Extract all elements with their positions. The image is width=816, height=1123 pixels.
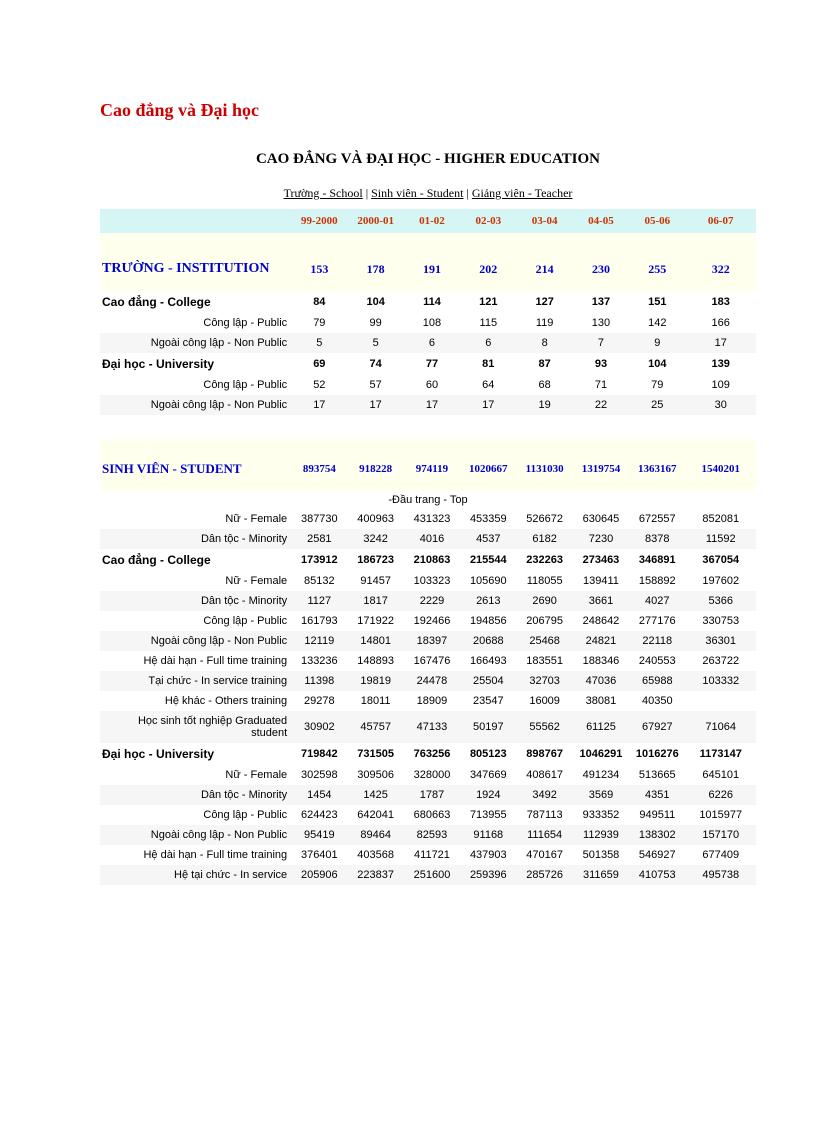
row-label: Công lập - Public bbox=[100, 375, 291, 395]
nav-links: Trường - School | Sinh viên - Student | … bbox=[100, 186, 756, 201]
main-heading: CAO ĐẲNG VÀ ĐẠI HỌC - HIGHER EDUCATION bbox=[100, 151, 756, 168]
link-school[interactable]: Trường - School bbox=[284, 186, 363, 200]
link-teacher[interactable]: Giảng viên - Teacher bbox=[472, 186, 573, 200]
table-row: Ngoài công lập - Non Public 954198946482… bbox=[100, 825, 756, 845]
table-row: Nữ - Female 3025983095063280003476694086… bbox=[100, 765, 756, 785]
total-cell: 191 bbox=[404, 233, 460, 291]
table-row: Hệ khác - Others training 29278180111890… bbox=[100, 691, 756, 711]
row-label: Công lập - Public bbox=[100, 805, 291, 825]
section-label: TRƯỜNG - INSTITUTION bbox=[100, 233, 291, 291]
row-college: Cao đẳng - College 173912186723210863215… bbox=[100, 549, 756, 571]
total-cell: 1131030 bbox=[516, 439, 572, 491]
table-row: Công lập - Public 1617931719221924661948… bbox=[100, 611, 756, 631]
section-label: SINH VIÊN - STUDENT bbox=[100, 439, 291, 491]
year-cell: 04-05 bbox=[573, 209, 629, 233]
row-label: Dân tộc - Minority bbox=[100, 785, 291, 805]
row-label: Ngoài công lập - Non Public bbox=[100, 395, 291, 415]
total-cell: 322 bbox=[685, 233, 756, 291]
link-student[interactable]: Sinh viên - Student bbox=[371, 186, 463, 200]
row-college: Cao đẳng - College 841041141211271371511… bbox=[100, 291, 756, 313]
row-label: Ngoài công lập - Non Public bbox=[100, 825, 291, 845]
year-cell: 05-06 bbox=[629, 209, 685, 233]
row-university: Đại học - University 697477818793104139 bbox=[100, 353, 756, 375]
row-label: Đại học - University bbox=[100, 353, 291, 375]
total-cell: 1319754 bbox=[573, 439, 629, 491]
total-cell: 202 bbox=[460, 233, 516, 291]
total-cell: 1020667 bbox=[460, 439, 516, 491]
row-label: Hệ dài hạn - Full time training bbox=[100, 845, 291, 865]
table-row: Nữ - Female 3877304009634313234533595266… bbox=[100, 509, 756, 529]
total-cell: 255 bbox=[629, 233, 685, 291]
row-label: Nữ - Female bbox=[100, 509, 291, 529]
table-row: Dân tộc - Minority 145414251787192434923… bbox=[100, 785, 756, 805]
year-cell: 2000-01 bbox=[347, 209, 403, 233]
row-label: Hệ khác - Others training bbox=[100, 691, 291, 711]
section-institution: TRƯỜNG - INSTITUTION 153 178 191 202 214… bbox=[100, 233, 756, 291]
table-row: Dân tộc - Minority 258132424016453761827… bbox=[100, 529, 756, 549]
row-label: Nữ - Female bbox=[100, 765, 291, 785]
row-label: Dân tộc - Minority bbox=[100, 529, 291, 549]
total-cell: 230 bbox=[573, 233, 629, 291]
table-row: Ngoài công lập - Non Public 171717171922… bbox=[100, 395, 756, 415]
year-cell: 03-04 bbox=[516, 209, 572, 233]
page-title: Cao đẳng và Đại học bbox=[100, 100, 756, 121]
total-cell: 214 bbox=[516, 233, 572, 291]
table-row: Hệ tại chức - In service 205906223837251… bbox=[100, 865, 756, 885]
total-cell: 918228 bbox=[347, 439, 403, 491]
year-cell: 01-02 bbox=[404, 209, 460, 233]
row-label: Dân tộc - Minority bbox=[100, 591, 291, 611]
row-label: Công lập - Public bbox=[100, 611, 291, 631]
row-label: Cao đẳng - College bbox=[100, 549, 291, 571]
row-label: Cao đẳng - College bbox=[100, 291, 291, 313]
row-label: Nữ - Female bbox=[100, 571, 291, 591]
year-header-row: 99-2000 2000-01 01-02 02-03 03-04 04-05 … bbox=[100, 209, 756, 233]
table-row: Công lập - Public 6244236420416806637139… bbox=[100, 805, 756, 825]
row-label: Hệ tại chức - In service bbox=[100, 865, 291, 885]
section-student: SINH VIÊN - STUDENT 893754 918228 974119… bbox=[100, 439, 756, 491]
table-row: Học sinh tốt nghiệp Graduated student 30… bbox=[100, 711, 756, 743]
row-label: Tại chức - In service training bbox=[100, 671, 291, 691]
total-cell: 893754 bbox=[291, 439, 347, 491]
year-cell: 06-07 bbox=[685, 209, 756, 233]
row-label: Đại học - University bbox=[100, 743, 291, 765]
row-label: Ngoài công lập - Non Public bbox=[100, 631, 291, 651]
year-cell: 02-03 bbox=[460, 209, 516, 233]
table-row: Hệ dài hạn - Full time training 37640140… bbox=[100, 845, 756, 865]
year-cell: 99-2000 bbox=[291, 209, 347, 233]
row-label: Công lập - Public bbox=[100, 313, 291, 333]
total-cell: 153 bbox=[291, 233, 347, 291]
row-label: Ngoài công lập - Non Public bbox=[100, 333, 291, 353]
table-row: Dân tộc - Minority 112718172229261326903… bbox=[100, 591, 756, 611]
row-label: Hệ dài hạn - Full time training bbox=[100, 651, 291, 671]
table-row: Ngoài công lập - Non Public 121191480118… bbox=[100, 631, 756, 651]
table-row: Ngoài công lập - Non Public 556687917 bbox=[100, 333, 756, 353]
total-cell: 178 bbox=[347, 233, 403, 291]
table-row: Nữ - Female 8513291457103323105690118055… bbox=[100, 571, 756, 591]
total-cell: 1540201 bbox=[685, 439, 756, 491]
data-table: 99-2000 2000-01 01-02 02-03 03-04 04-05 … bbox=[100, 209, 756, 885]
total-cell: 974119 bbox=[404, 439, 460, 491]
table-row: Công lập - Public 7999108115119130142166 bbox=[100, 313, 756, 333]
table-row: Công lập - Public 52576064687179109 bbox=[100, 375, 756, 395]
top-link[interactable]: -Đầu trang - Top bbox=[100, 491, 756, 509]
row-university: Đại học - University 7198427315057632568… bbox=[100, 743, 756, 765]
table-row: Hệ dài hạn - Full time training 13323614… bbox=[100, 651, 756, 671]
table-row: Tại chức - In service training 113981981… bbox=[100, 671, 756, 691]
row-label: Học sinh tốt nghiệp Graduated student bbox=[100, 711, 291, 743]
total-cell: 1363167 bbox=[629, 439, 685, 491]
